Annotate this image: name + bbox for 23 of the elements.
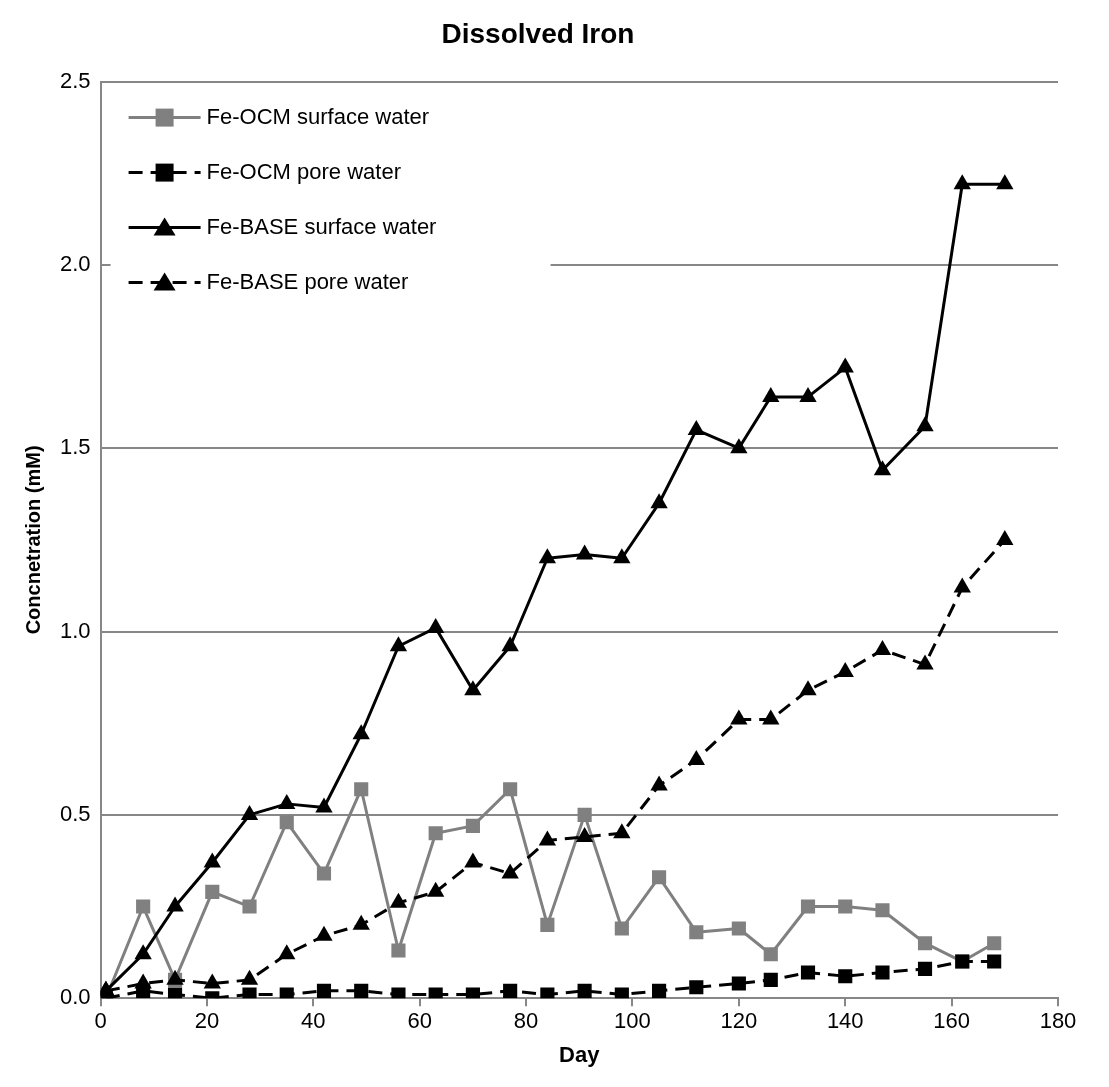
y-tick-label: 0.0 [59,984,91,1010]
x-tick-label: 140 [826,1008,864,1034]
legend-label: Fe-BASE pore water [206,268,409,294]
legend-label: Fe-OCM surface water [206,103,430,129]
chart-title: Dissolved Iron [441,17,635,49]
x-tick-label: 120 [720,1008,758,1034]
x-tick-label: 60 [407,1008,432,1034]
y-tick-label: 0.5 [59,800,91,826]
y-tick-label: 1.0 [59,617,91,643]
legend-label: Fe-BASE surface water [206,213,437,239]
x-tick-label: 160 [933,1008,970,1034]
x-tick-label: 180 [1039,1008,1077,1034]
x-tick-label: 80 [513,1008,539,1034]
x-tick-label: 100 [614,1008,651,1034]
x-tick-label: 0 [94,1008,107,1034]
x-tick-label: 20 [194,1008,220,1034]
y-tick-label: 2.5 [59,67,91,93]
y-tick-label: 1.5 [59,434,91,460]
legend-label: Fe-OCM pore water [206,158,401,184]
y-tick-label: 2.0 [59,250,91,276]
x-axis-title: Day [559,1041,601,1067]
y-axis-title: Concnetration (mM) [21,445,44,635]
x-tick-label: 40 [301,1008,326,1034]
